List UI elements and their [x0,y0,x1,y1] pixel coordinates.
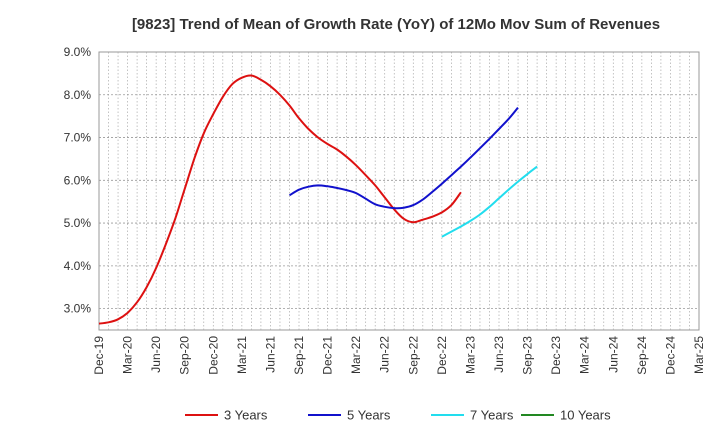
x-tick-label: Sep-23 [521,336,535,375]
legend-label: 10 Years [560,408,611,423]
x-tick-label: Jun-21 [263,336,277,373]
grid-y [99,51,699,310]
x-tick-label: Dec-24 [663,336,677,375]
legend-label: 5 Years [347,408,391,423]
y-tick-label: 9.0% [64,45,92,59]
x-tick-label: Jun-24 [606,336,620,373]
chart-title: [9823] Trend of Mean of Growth Rate (YoY… [132,16,660,33]
x-tick-label: Jun-22 [378,336,392,373]
x-tick-label: Sep-24 [635,336,649,375]
x-tick-label: Jun-23 [492,336,506,373]
x-tick-label: Mar-21 [235,336,249,374]
x-tick-label: Dec-19 [92,336,106,375]
series-line-3-years [98,74,462,325]
x-tick-label: Dec-23 [549,336,563,375]
x-tick-label: Mar-25 [692,336,706,374]
x-tick-label: Dec-21 [321,336,335,375]
x-tick-label: Jun-20 [149,336,163,373]
x-tick-label: Dec-20 [206,336,220,375]
y-tick-label: 6.0% [64,173,92,187]
legend-label: 3 Years [224,408,268,423]
series-line-7-years [441,165,538,238]
y-tick-label: 8.0% [64,88,92,102]
grid-x [108,52,690,330]
x-tick-label: Mar-24 [578,336,592,374]
x-tick-label: Sep-20 [178,336,192,375]
series-line-5-years [288,106,519,210]
x-tick-label: Sep-21 [292,336,306,375]
x-tick-label: Mar-22 [349,336,363,374]
y-tick-label: 7.0% [64,131,92,145]
legend-label: 7 Years [470,408,514,423]
x-axis-ticks: Dec-19 Mar-20 Jun-20 Sep-20 Dec-20 Mar-21 Jun-… [92,336,706,375]
x-tick-label: Dec-22 [435,336,449,375]
x-tick-label: Mar-23 [463,336,477,374]
x-tick-label: Mar-20 [121,336,135,374]
x-tick-label: Sep-22 [406,336,420,375]
y-tick-label: 3.0% [64,302,92,316]
plot-frame [98,51,700,331]
series-lines [98,74,538,325]
y-tick-label: 5.0% [64,216,92,230]
y-axis-ticks: 3.0% 4.0% 5.0% 6.0% 7.0% 8.0% 9.0% [64,45,92,316]
plot-area [98,51,700,331]
y-tick-label: 4.0% [64,259,92,273]
legend: 3 Years 5 Years 7 Years 10 Years [185,408,611,423]
